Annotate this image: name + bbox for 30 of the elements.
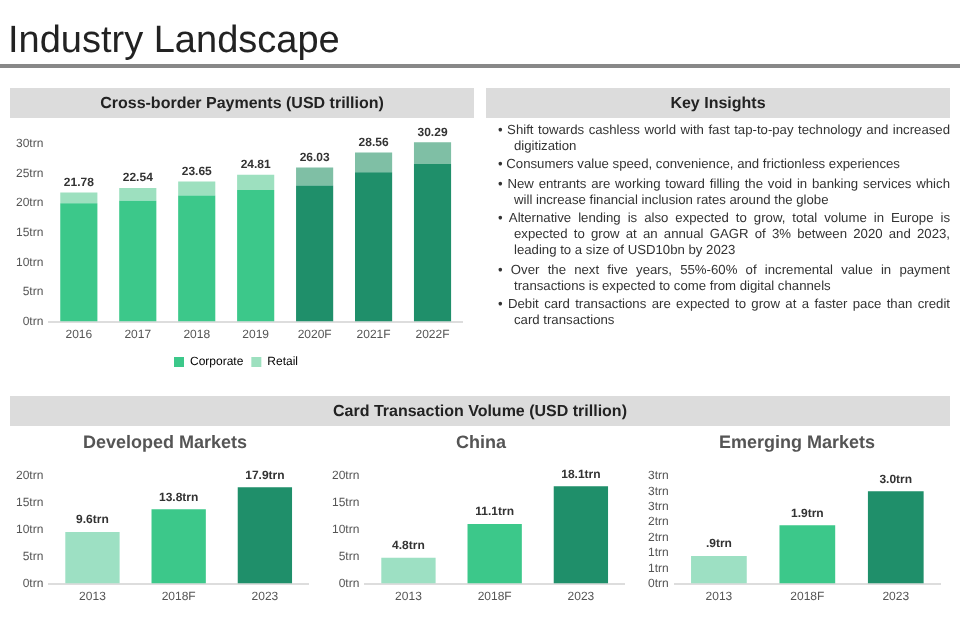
bar bbox=[65, 531, 120, 584]
bar bbox=[467, 523, 522, 584]
bar bbox=[178, 195, 216, 322]
bar bbox=[867, 491, 924, 584]
bar bbox=[237, 487, 293, 584]
bar bbox=[296, 167, 334, 186]
chart-title: China bbox=[453, 430, 508, 456]
bar bbox=[119, 188, 157, 201]
bar bbox=[413, 164, 452, 322]
text: Card Transaction Volume (USD trillion) bbox=[10, 396, 950, 426]
bar bbox=[296, 185, 334, 322]
bar bbox=[355, 152, 393, 173]
bar bbox=[553, 486, 609, 584]
bar bbox=[413, 142, 452, 165]
bar bbox=[119, 200, 157, 322]
chart-title: Emerging Markets bbox=[716, 430, 878, 456]
bar bbox=[381, 557, 436, 584]
bar bbox=[237, 190, 275, 322]
text: Key Insights bbox=[486, 88, 950, 118]
bar bbox=[60, 192, 98, 204]
bar bbox=[355, 172, 393, 322]
chart-title: Cross-border Payments (USD trillion) bbox=[10, 88, 474, 118]
bar bbox=[60, 203, 98, 322]
bar bbox=[151, 509, 206, 584]
bar bbox=[178, 181, 216, 196]
bar bbox=[237, 174, 275, 191]
text: Industry Landscape bbox=[0, 0, 960, 68]
bar bbox=[691, 555, 747, 584]
bar bbox=[779, 525, 836, 584]
chart-title: Developed Markets bbox=[80, 430, 250, 456]
